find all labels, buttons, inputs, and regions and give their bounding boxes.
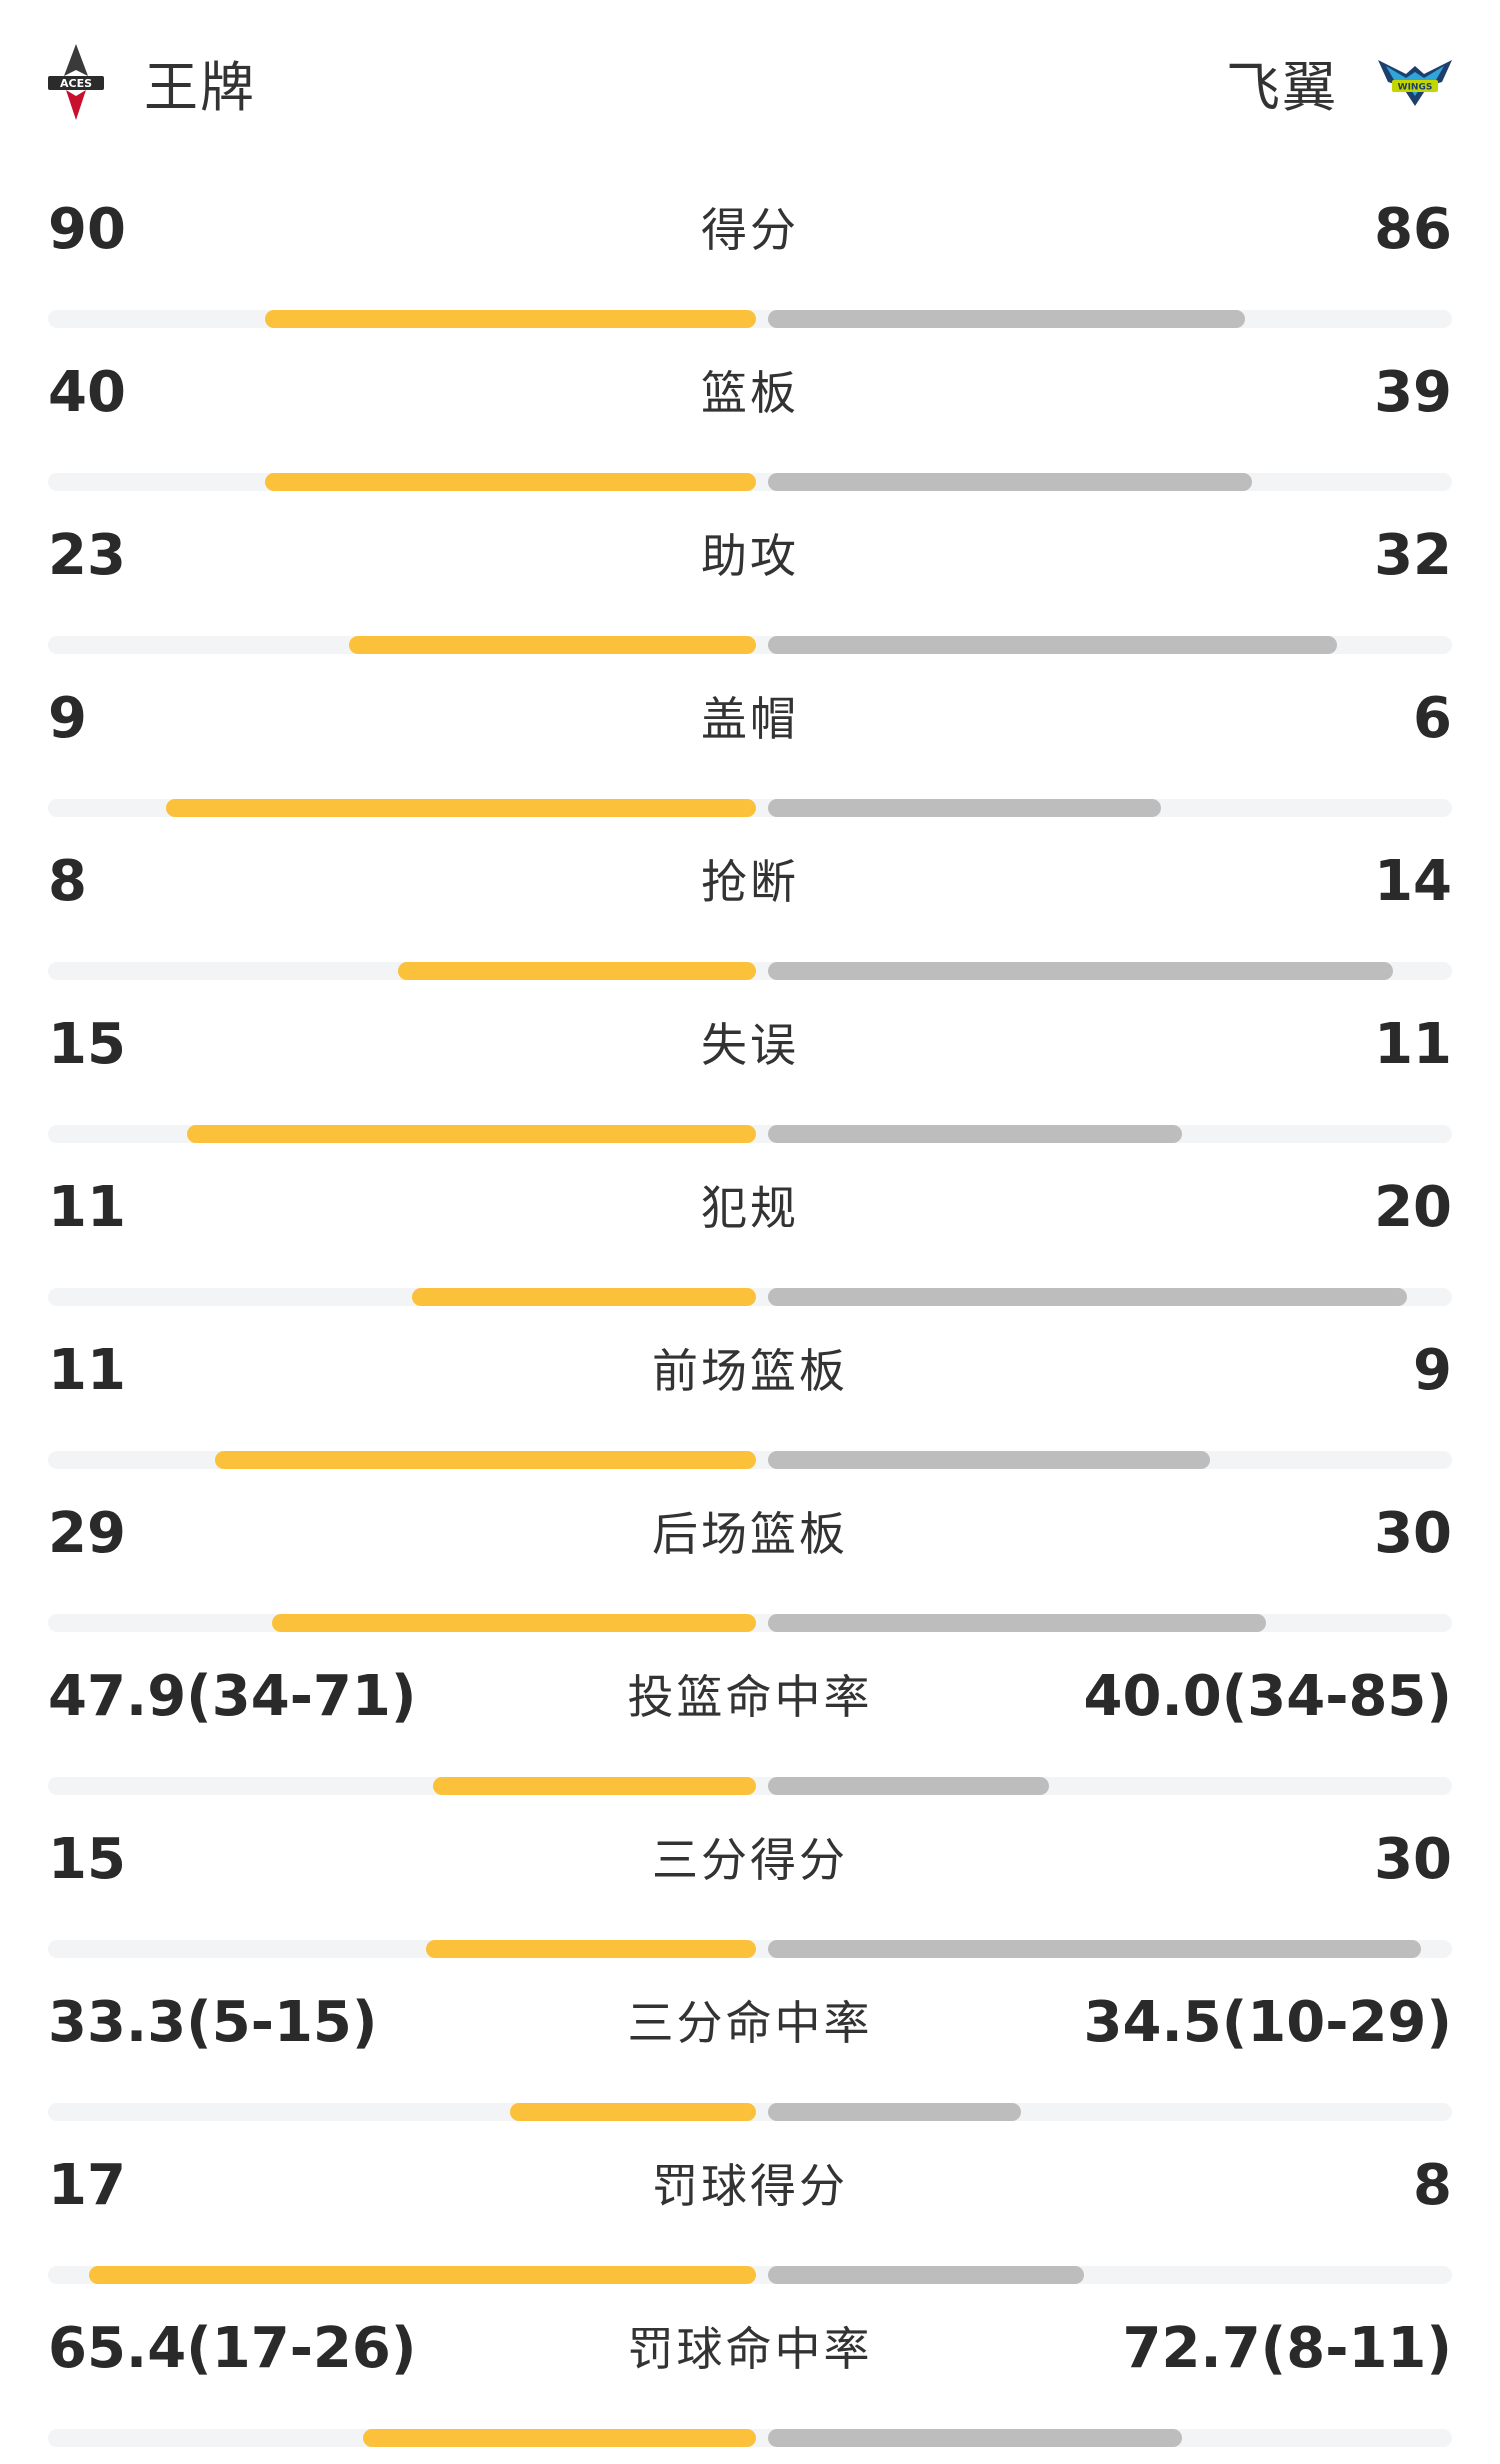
home-stat-value: 40 (48, 360, 126, 425)
wings-logo-icon: WINGS (1378, 60, 1452, 106)
away-stat-bar (768, 799, 1161, 817)
away-stat-value: 11 (1374, 1012, 1452, 1077)
stat-row: 90 得分 86 (48, 185, 1452, 345)
home-stat-value: 90 (48, 197, 126, 262)
away-stat-value: 8 (1413, 2153, 1452, 2218)
home-team-name: 王牌 (144, 55, 256, 119)
svg-text:WINGS: WINGS (1398, 83, 1433, 93)
away-stat-bar (768, 2429, 1182, 2447)
away-stat-value: 86 (1374, 197, 1452, 262)
home-stat-bar (89, 2266, 756, 2284)
away-stat-bar (768, 1777, 1049, 1795)
stat-row: 11 前场篮板 9 (48, 1326, 1452, 1486)
away-stat-value: 9 (1413, 1338, 1452, 1403)
stat-label: 盖帽 (701, 692, 799, 746)
away-team[interactable]: 飞翼 WINGS (1226, 38, 1454, 126)
stat-row: 33.3(5-15) 三分命中率 34.5(10-29) (48, 1978, 1452, 2138)
away-stat-bar (768, 962, 1393, 980)
stat-label: 三分得分 (652, 1833, 848, 1887)
stat-row: 65.4(17-26) 罚球命中率 72.7(8-11) (48, 2304, 1452, 2464)
home-stat-value: 8 (48, 849, 87, 914)
home-stat-bar (265, 473, 756, 491)
home-stat-value: 47.9(34-71) (48, 1664, 417, 1729)
stat-label: 抢断 (701, 855, 799, 909)
away-stat-value: 30 (1374, 1827, 1452, 1892)
home-stat-bar (510, 2103, 756, 2121)
home-stat-bar (166, 799, 756, 817)
stat-label: 前场篮板 (652, 1344, 848, 1398)
home-stat-bar (363, 2429, 756, 2447)
home-stat-bar (426, 1940, 756, 1958)
home-stat-value: 17 (48, 2153, 126, 2218)
away-stat-value: 14 (1374, 849, 1452, 914)
away-team-name: 飞翼 (1226, 55, 1338, 119)
away-stat-bar (768, 1940, 1421, 1958)
away-stat-value: 39 (1374, 360, 1452, 425)
stat-row: 40 篮板 39 (48, 348, 1452, 508)
stat-row: 23 助攻 32 (48, 511, 1452, 671)
stat-label: 失误 (701, 1018, 799, 1072)
stat-row: 17 罚球得分 8 (48, 2141, 1452, 2301)
away-stat-value: 34.5(10-29) (1083, 1990, 1452, 2055)
away-stat-bar (768, 636, 1337, 654)
away-stat-value: 40.0(34-85) (1083, 1664, 1452, 1729)
stat-label: 篮板 (701, 366, 799, 420)
stat-row: 11 犯规 20 (48, 1163, 1452, 1323)
away-stat-bar (768, 2266, 1084, 2284)
stat-label: 助攻 (701, 529, 799, 583)
stat-row: 15 失误 11 (48, 1000, 1452, 1160)
home-stat-value: 9 (48, 686, 87, 751)
stat-label: 三分命中率 (627, 1996, 873, 2050)
stat-label: 罚球命中率 (627, 2322, 873, 2376)
away-stat-bar (768, 1288, 1407, 1306)
stat-label: 得分 (701, 203, 799, 257)
home-team[interactable]: ACES 王牌 (46, 38, 256, 126)
home-stat-value: 11 (48, 1175, 126, 1240)
away-stat-value: 32 (1374, 523, 1452, 588)
away-stat-bar (768, 2103, 1021, 2121)
away-stat-value: 72.7(8-11) (1122, 2316, 1453, 2381)
stat-label: 投篮命中率 (627, 1670, 873, 1724)
home-stat-bar (187, 1125, 756, 1143)
away-stat-bar (768, 1125, 1182, 1143)
aces-logo-icon: ACES (48, 44, 104, 120)
home-stat-bar (412, 1288, 756, 1306)
stat-label: 犯规 (701, 1181, 799, 1235)
home-stat-bar (272, 1614, 756, 1632)
matchup-header: ACES 王牌 飞翼 WINGS (0, 0, 1500, 160)
home-stat-value: 15 (48, 1827, 126, 1892)
away-stat-value: 6 (1413, 686, 1452, 751)
home-stat-value: 15 (48, 1012, 126, 1077)
home-stat-value: 11 (48, 1338, 126, 1403)
home-stat-bar (433, 1777, 756, 1795)
away-stat-bar (768, 1614, 1266, 1632)
stat-row: 29 后场篮板 30 (48, 1489, 1452, 1649)
home-stat-value: 65.4(17-26) (48, 2316, 417, 2381)
home-stat-bar (398, 962, 756, 980)
away-stat-bar (768, 310, 1245, 328)
stat-row: 47.9(34-71) 投篮命中率 40.0(34-85) (48, 1652, 1452, 1812)
stat-row: 8 抢断 14 (48, 837, 1452, 997)
home-stat-value: 33.3(5-15) (48, 1990, 378, 2055)
home-stat-bar (349, 636, 756, 654)
home-stat-bar (265, 310, 756, 328)
away-stat-bar (768, 473, 1252, 491)
home-stat-value: 29 (48, 1501, 126, 1566)
away-stat-value: 20 (1374, 1175, 1452, 1240)
stat-label: 后场篮板 (652, 1507, 848, 1561)
away-stat-bar (768, 1451, 1210, 1469)
stat-row: 9 盖帽 6 (48, 674, 1452, 834)
home-stat-value: 23 (48, 523, 126, 588)
svg-text:ACES: ACES (60, 77, 92, 90)
stat-row: 15 三分得分 30 (48, 1815, 1452, 1975)
home-stat-bar (215, 1451, 756, 1469)
stat-label: 罚球得分 (652, 2159, 848, 2213)
away-stat-value: 30 (1374, 1501, 1452, 1566)
